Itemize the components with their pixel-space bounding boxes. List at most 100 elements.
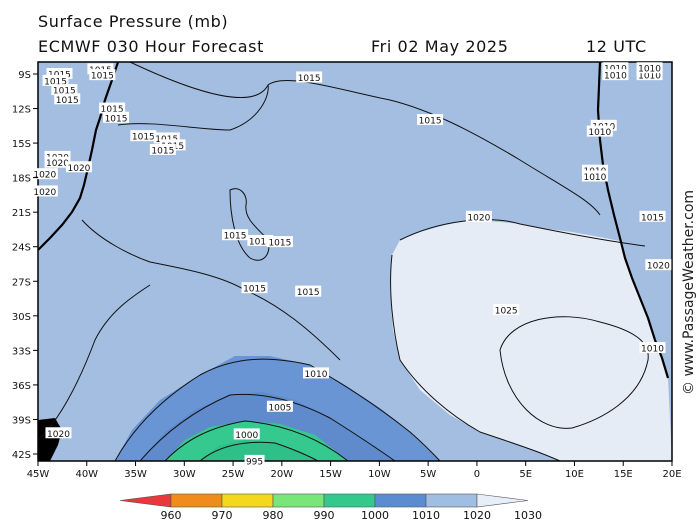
isobar-label-bg [31, 185, 58, 197]
isobar-label-bg [636, 69, 663, 81]
isobar-label: 1020 [467, 213, 490, 223]
lon-label: 25W [222, 469, 245, 480]
watermark-text: © www.PassageWeather.com [681, 190, 697, 395]
lon-label: 0 [474, 469, 480, 480]
lat-label: 18S [12, 174, 31, 185]
isobar-label-bg [590, 119, 617, 131]
isobar-label-bg [44, 150, 71, 162]
colorbar-segment [374, 493, 427, 508]
isobar-label: 1010 [604, 72, 627, 82]
lat-label: 24S [12, 243, 31, 254]
isobar-label-bg [54, 93, 81, 105]
colorbar-label: 1030 [514, 509, 542, 522]
isobar-label-bg [65, 161, 92, 173]
isobar-label-bg [44, 156, 71, 168]
lat-label: 33S [12, 346, 31, 357]
isobar-label-bg [295, 285, 322, 297]
colorbar-label: 980 [263, 509, 284, 522]
isobar-label: 1015 [243, 285, 266, 295]
isobar-label: 1015 [268, 239, 291, 249]
lon-label: 5W [420, 469, 436, 480]
isobar-label: 1015 [151, 147, 174, 157]
isobar-label: 1015 [641, 213, 664, 223]
lon-label: 10W [368, 469, 391, 480]
map-title: Surface Pressure (mb) [38, 12, 229, 31]
colorbar-segment [119, 493, 172, 508]
colorbar-segment [323, 493, 376, 508]
map-layers [38, 62, 672, 461]
isobar-label: 995 [246, 457, 263, 467]
lat-label: 15S [12, 139, 31, 150]
isobar-label: 1010 [638, 72, 661, 82]
isobar-label-bg [602, 69, 629, 81]
isobar-label-bg [153, 132, 180, 144]
isobar-label: 1020 [647, 262, 670, 272]
lon-label: 15E [614, 469, 633, 480]
isobar-label: 1015 [101, 105, 124, 115]
isobar-label-bg [586, 125, 613, 137]
colorbar-label: 1010 [412, 509, 440, 522]
isobar-lines [38, 62, 649, 461]
isobar-label: 1025 [495, 307, 518, 317]
colorbar-label: 960 [161, 509, 182, 522]
isobar-label: 1015 [44, 77, 67, 87]
isobar-label-bg [46, 68, 73, 79]
isobar-label: 1020 [33, 171, 56, 181]
isobar-label-bg [99, 102, 126, 114]
isobar-label-bg [149, 144, 176, 155]
isobar-label-bg [417, 114, 444, 126]
isobar-label: 1020 [68, 164, 91, 174]
map-frame [37, 61, 673, 462]
isobar-label-bg [639, 210, 666, 222]
colorbar-segment [425, 493, 478, 508]
isobar-label-bg [302, 367, 329, 379]
isobar-label: 1010 [583, 173, 606, 183]
isobar-label-bg [493, 304, 520, 316]
isobar-label-bg [639, 342, 666, 354]
isobar-label-bg [636, 62, 663, 74]
lat-label: 42S [12, 450, 31, 461]
longitude-axis: 45W 40W 35W 30W 25W 20W 15W 10W 5W 0 5E 10E 15E 20E [27, 461, 682, 480]
isobar-label: 1020 [46, 159, 69, 169]
lon-label: 30W [173, 469, 196, 480]
lat-label: 12S [12, 105, 31, 116]
forecast-time: 12 UTC [586, 37, 647, 56]
isobar-label-bg [581, 170, 608, 182]
colorbar-segment [221, 493, 274, 508]
isobar-label-bg [244, 454, 265, 466]
isobar-label-bg [266, 400, 293, 412]
isobar-label: 1015 [132, 133, 155, 143]
lat-label: 27S [12, 277, 31, 288]
isobar-label: 1015 [298, 74, 321, 84]
lon-label: 15W [319, 469, 342, 480]
model-run: ECMWF 030 Hour Forecast [38, 37, 264, 56]
isobar-label: 1015 [91, 72, 114, 82]
lat-label: 21S [12, 208, 31, 219]
isobar-label: 1010 [641, 345, 664, 355]
isobar-label-bg [296, 71, 323, 83]
pressure-fill-1015 [38, 62, 672, 461]
isobar-label-bg [581, 164, 608, 176]
pressure-fill-995 [200, 440, 318, 461]
isobar-label-bg [222, 229, 249, 241]
colorbar-segment [170, 493, 223, 508]
land-south-america [38, 62, 118, 250]
lon-label: 40W [75, 469, 98, 480]
lat-label: 36S [12, 381, 31, 392]
lon-label: 20E [662, 469, 681, 480]
colorbar-label: 990 [314, 509, 335, 522]
watermark: © www.PassageWeather.com [681, 190, 697, 395]
isobar-label-bg [31, 168, 58, 180]
colorbar-label: 1000 [361, 509, 389, 522]
latitude-axis: 9S 12S 15S 18S 21S 24S 27S 30S 33S 36S 39S 42S [12, 70, 38, 461]
isobar-label-bg [465, 210, 492, 222]
isobar-label-bg [645, 259, 672, 271]
lat-label: 39S [12, 415, 31, 426]
lon-label: 20W [271, 469, 294, 480]
colorbar-label: 970 [212, 509, 233, 522]
isobar-label: 1010 [638, 65, 661, 75]
colorbar-segment [272, 493, 325, 508]
isobar-label-bg [130, 130, 157, 142]
isobar-label-bg [45, 427, 72, 439]
